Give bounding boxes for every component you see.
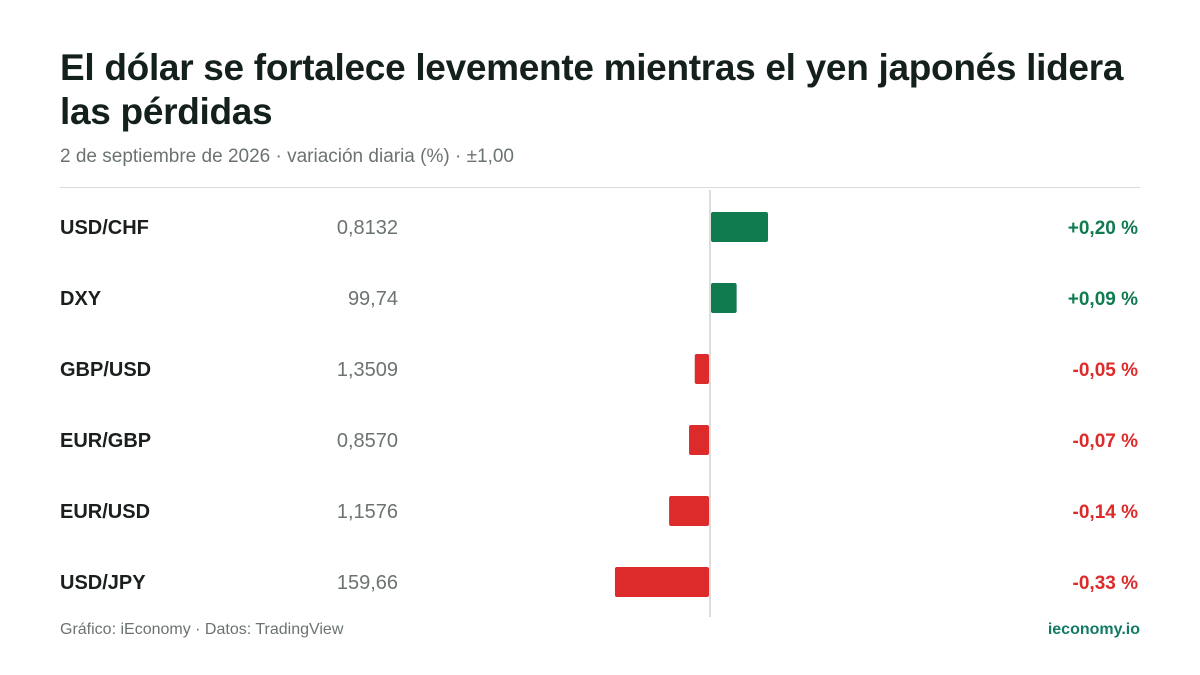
change-label: -0,33 %	[1073, 573, 1139, 594]
change-label: -0,05 %	[1073, 360, 1139, 381]
pair-label: DXY	[60, 288, 102, 310]
source-note: Gráfico: iEconomy · Datos: TradingView	[60, 621, 344, 638]
header-divider	[60, 187, 1140, 188]
bar	[711, 283, 737, 313]
price-value: 0,8570	[337, 430, 398, 452]
bar	[711, 212, 768, 242]
chart-subtitle: 2 de septiembre de 2026 · variación diar…	[60, 146, 514, 167]
bar	[689, 425, 709, 455]
change-label: +0,09 %	[1068, 289, 1138, 310]
pair-label: EUR/GBP	[60, 430, 151, 452]
change-label: +0,20 %	[1068, 218, 1138, 239]
pair-label: GBP/USD	[60, 359, 151, 381]
bar	[669, 496, 709, 526]
pair-label: USD/CHF	[60, 217, 149, 239]
price-value: 159,66	[337, 572, 398, 594]
pair-label: USD/JPY	[60, 572, 146, 594]
bar	[694, 354, 709, 384]
change-label: -0,07 %	[1073, 431, 1139, 452]
price-value: 0,8132	[337, 217, 398, 239]
change-label: -0,14 %	[1073, 502, 1139, 523]
price-value: 99,74	[348, 288, 398, 310]
brand-link[interactable]: ieconomy.io	[1047, 621, 1140, 638]
chart-title: El dólar se fortalece levemente mientras…	[60, 47, 1124, 132]
bar	[614, 567, 709, 597]
price-value: 1,3509	[337, 359, 398, 381]
price-value: 1,1576	[337, 501, 398, 523]
pair-label: EUR/USD	[60, 501, 150, 523]
